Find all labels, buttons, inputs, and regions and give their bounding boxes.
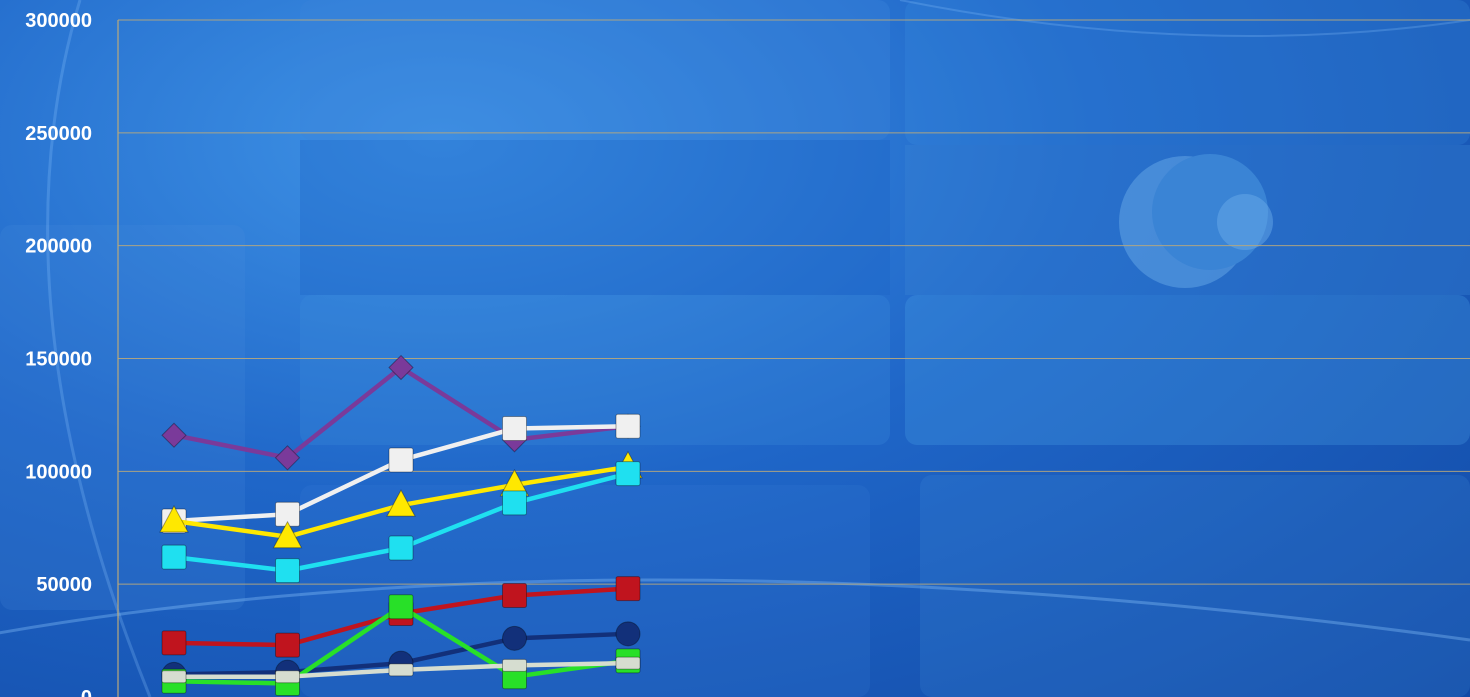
- y-tick-label: 50000: [36, 574, 92, 596]
- data-point: [388, 594, 414, 620]
- data-point: [275, 670, 300, 684]
- y-tick-label: 300000: [25, 10, 92, 32]
- y-tick-label: 200000: [25, 236, 92, 258]
- series-4: [161, 461, 641, 584]
- y-axis: 0 50000 100000 150000 200000 250000 300000: [25, 10, 119, 697]
- series-group: [159, 354, 643, 696]
- data-point: [615, 656, 641, 670]
- data-point: [615, 576, 641, 602]
- data-point: [615, 413, 641, 439]
- data-point: [502, 490, 527, 516]
- y-tick-label: 100000: [25, 461, 92, 483]
- data-point: [161, 422, 187, 448]
- data-point: [502, 415, 527, 441]
- data-point: [502, 658, 527, 672]
- data-point: [388, 535, 414, 561]
- series-8: [161, 656, 641, 684]
- data-point: [386, 489, 416, 517]
- data-point: [388, 447, 414, 473]
- data-point: [272, 520, 303, 549]
- data-point: [161, 544, 187, 570]
- data-point: [161, 670, 187, 684]
- y-tick-label: 0: [81, 687, 92, 697]
- data-point: [502, 582, 527, 608]
- data-point: [388, 663, 414, 677]
- gridlines: [118, 19, 1470, 585]
- y-tick-label: 150000: [25, 349, 92, 371]
- data-point: [161, 630, 187, 656]
- series-line: [171, 365, 631, 461]
- data-point: [388, 354, 414, 381]
- data-point: [159, 504, 189, 533]
- data-point: [275, 632, 300, 658]
- data-point: [502, 625, 527, 651]
- data-point: [274, 445, 301, 471]
- y-tick-label: 250000: [25, 123, 92, 145]
- data-point: [615, 621, 641, 647]
- data-point: [275, 558, 300, 584]
- data-point: [615, 461, 641, 487]
